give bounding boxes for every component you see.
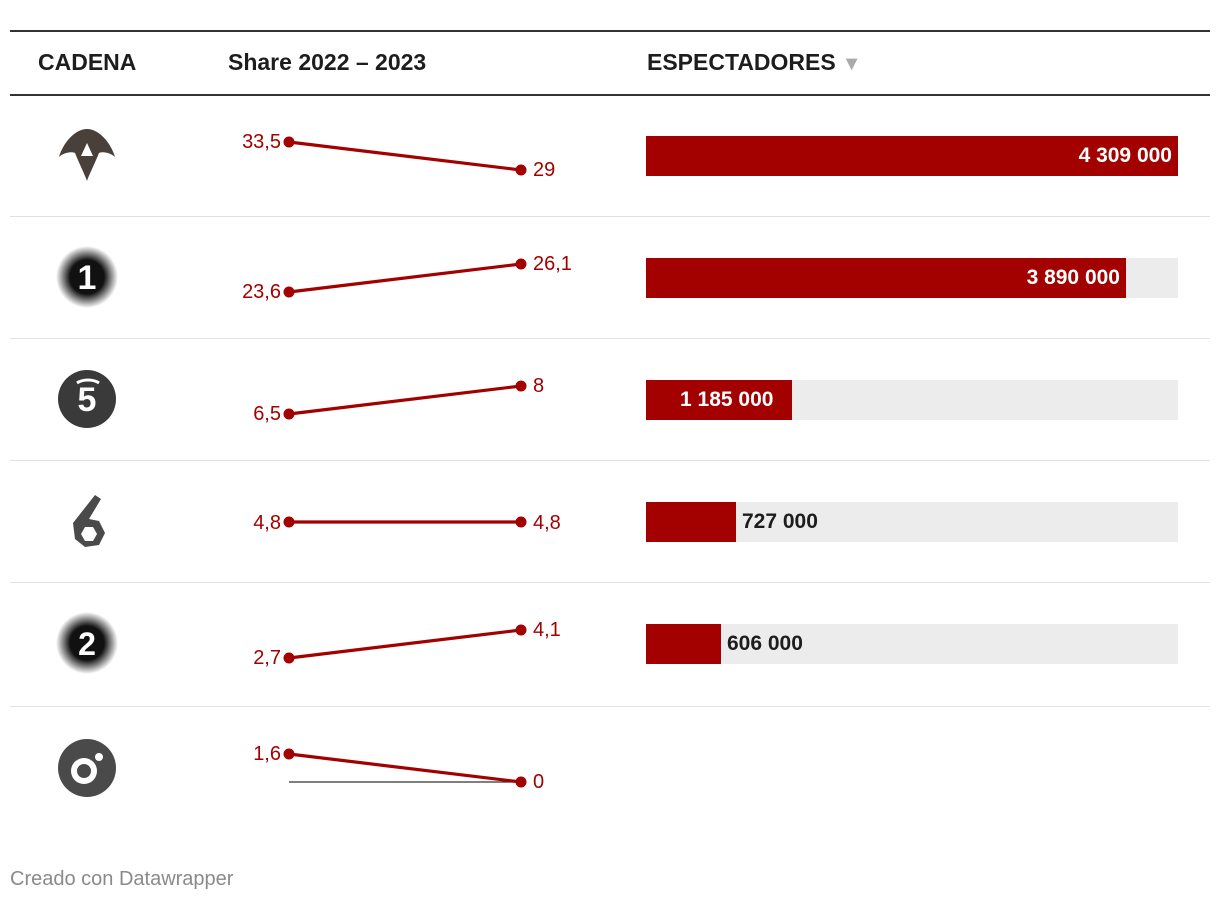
share-slope-line — [288, 628, 522, 660]
share-2022-point[interactable] — [283, 408, 295, 420]
share-2023-label: 0 — [533, 771, 544, 793]
lasexta-logo — [73, 495, 105, 547]
viewers-value-label: 727 000 — [742, 510, 818, 533]
share-2023-point[interactable] — [515, 624, 527, 636]
viewers-bar-track: 4 309 000 — [646, 136, 1178, 176]
la2-logo: 2 — [56, 612, 118, 674]
share-2022-point[interactable] — [283, 516, 295, 528]
share-2022-label: 23,6 — [242, 281, 281, 303]
table-top-rule — [10, 30, 1210, 32]
share-slope-line — [288, 262, 522, 294]
share-2022-label: 1,6 — [253, 743, 281, 765]
viewers-value-label: 4 309 000 — [1078, 144, 1172, 167]
row-separator — [10, 582, 1210, 583]
viewers-bar — [646, 624, 721, 664]
share-2022-point[interactable] — [283, 136, 295, 148]
share-2022-label: 33,5 — [242, 131, 281, 153]
column-header-viewers-label: ESPECTADORES — [647, 49, 836, 75]
viewers-bar-track: 727 000 — [646, 502, 1178, 542]
telecinco-logo: 5 — [58, 370, 116, 428]
share-2023-label: 4,1 — [533, 619, 561, 641]
viewers-bar — [646, 136, 1178, 176]
share-2023-label: 4,8 — [533, 512, 561, 534]
row-separator — [10, 460, 1210, 461]
viewers-bar-track: 3 890 000 — [646, 258, 1178, 298]
viewers-value-label: 1 185 000 — [680, 388, 774, 411]
share-2022-point[interactable] — [283, 652, 295, 664]
share-slope-line — [288, 140, 522, 172]
share-2022-point[interactable] — [283, 748, 295, 760]
row-separator — [10, 706, 1210, 707]
svg-text:1: 1 — [78, 259, 97, 297]
antena3-logo — [59, 129, 115, 181]
viewers-value-label: 3 890 000 — [1026, 266, 1120, 289]
viewers-value-label: 606 000 — [727, 632, 803, 655]
viewers-bar — [646, 502, 736, 542]
share-2023-point[interactable] — [515, 258, 527, 270]
row-separator — [10, 338, 1210, 339]
share-2023-point[interactable] — [515, 776, 527, 788]
datawrapper-credit[interactable]: Creado con Datawrapper — [10, 868, 234, 890]
viewers-bar-track: 1 185 000 — [646, 380, 1178, 420]
share-2023-point[interactable] — [515, 164, 527, 176]
svg-text:5: 5 — [78, 381, 97, 419]
share-2023-label: 29 — [533, 159, 555, 181]
viewers-bar — [646, 380, 792, 420]
share-slope-line — [288, 752, 522, 784]
la1-logo: 1 — [56, 246, 118, 308]
share-2022-label: 4,8 — [253, 512, 281, 534]
share-slope-line — [288, 384, 522, 416]
row-separator — [10, 216, 1210, 217]
column-header-share[interactable]: Share 2022 – 2023 — [228, 49, 427, 75]
viewers-bar-track: 606 000 — [646, 624, 1178, 664]
sort-desc-triangle-icon[interactable]: ▼ — [841, 53, 862, 75]
share-2023-label: 8 — [533, 375, 544, 397]
table-header-rule — [10, 94, 1210, 96]
column-header-viewers[interactable]: ESPECTADORES ▼ — [647, 49, 862, 76]
share-2022-label: 6,5 — [253, 403, 281, 425]
share-2023-point[interactable] — [515, 516, 527, 528]
cuatro-logo — [58, 739, 116, 797]
share-2022-point[interactable] — [283, 286, 295, 298]
share-2023-point[interactable] — [515, 380, 527, 392]
viewers-bar — [646, 258, 1126, 298]
share-2023-label: 26,1 — [533, 253, 572, 275]
share-2022-label: 2,7 — [253, 647, 281, 669]
svg-text:2: 2 — [78, 626, 96, 662]
column-header-channel[interactable]: CADENA — [38, 49, 137, 75]
